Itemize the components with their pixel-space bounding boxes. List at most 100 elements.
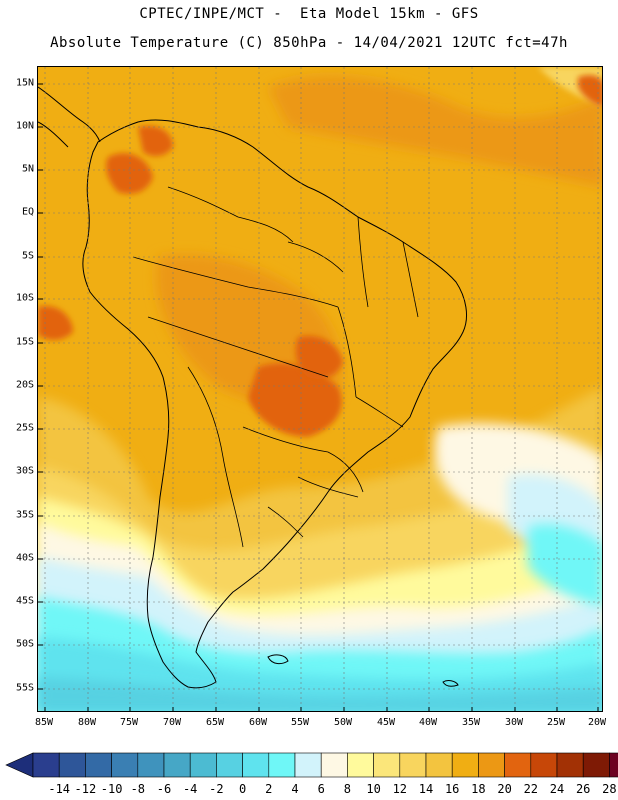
colorbar-swatch bbox=[268, 752, 296, 778]
colorbar-swatch bbox=[294, 752, 322, 778]
colorbar-swatch bbox=[530, 752, 558, 778]
colorbar-tick-label: 2 bbox=[265, 782, 273, 796]
lat-label: 50S bbox=[15, 638, 34, 650]
colorbar-swatch bbox=[111, 752, 139, 778]
colorbar-tick-label: 6 bbox=[317, 782, 325, 796]
colorbar-tick-label: 20 bbox=[497, 782, 512, 796]
lon-label: 45W bbox=[376, 717, 396, 728]
lat-label: EQ bbox=[21, 206, 34, 218]
colorbar-swatch bbox=[425, 752, 453, 778]
lat-label: 15S bbox=[15, 336, 34, 348]
lon-label: 70W bbox=[162, 717, 182, 728]
teal-band bbox=[38, 677, 602, 711]
south-america-coastline bbox=[82, 119, 467, 689]
lat-label: 15N bbox=[15, 77, 34, 89]
colorbar-tick-label: -6 bbox=[156, 782, 172, 796]
colorbar-swatch bbox=[399, 752, 427, 778]
colorbar-tick-label: -12 bbox=[74, 782, 97, 796]
colorbar-swatch bbox=[242, 752, 270, 778]
lon-label: 50W bbox=[333, 717, 353, 728]
south-georgia bbox=[442, 680, 459, 687]
country-border bbox=[337, 306, 357, 398]
colorbar-tick-label: 22 bbox=[523, 782, 539, 796]
colorbar-tick-label: -14 bbox=[48, 782, 71, 796]
colorbar-swatch bbox=[320, 752, 348, 778]
colorbar-swatch bbox=[582, 752, 610, 778]
temperature-field bbox=[38, 67, 602, 711]
central-america-coastline bbox=[38, 86, 101, 148]
colombia-hot bbox=[106, 153, 153, 194]
country-border bbox=[297, 476, 359, 498]
lon-label: 60W bbox=[248, 717, 268, 728]
colorbar-tick-label: 24 bbox=[549, 782, 565, 796]
colorbar-swatch bbox=[32, 752, 60, 778]
colorbar-swatch bbox=[189, 752, 217, 778]
lat-label: 45S bbox=[15, 595, 34, 607]
lon-label: 65W bbox=[205, 717, 225, 728]
colorbar-tick-label: 14 bbox=[418, 782, 434, 796]
lat-label: 55S bbox=[15, 682, 34, 694]
colorbar-swatch bbox=[504, 752, 532, 778]
pacific-hot bbox=[38, 306, 73, 340]
colorbar-swatch bbox=[609, 752, 618, 778]
country-border bbox=[355, 396, 404, 428]
country-border bbox=[242, 426, 364, 493]
atlantic-aqua-patch bbox=[528, 524, 602, 607]
lon-label: 30W bbox=[504, 717, 524, 728]
colorbar-tick-label: -4 bbox=[182, 782, 198, 796]
colorbar-tick-label: 0 bbox=[238, 782, 247, 796]
lon-label: 35W bbox=[461, 717, 481, 728]
lon-label: 25W bbox=[546, 717, 566, 728]
lat-lon-grid bbox=[38, 67, 602, 711]
country-border bbox=[357, 216, 369, 308]
country-border bbox=[287, 241, 344, 273]
colorbar-swatch bbox=[85, 752, 112, 778]
colorbar-swatch bbox=[478, 752, 505, 778]
lon-label: 55W bbox=[290, 717, 310, 728]
colorbar-tick-label: 4 bbox=[291, 782, 299, 796]
lon-label: 85W bbox=[34, 717, 54, 728]
lon-label: 75W bbox=[119, 717, 139, 728]
lat-label: 25S bbox=[15, 422, 34, 434]
colorbar-tick-label: 18 bbox=[471, 782, 486, 796]
central-hot bbox=[248, 363, 342, 437]
atlantic-warm-swirl bbox=[268, 76, 602, 187]
temperature-map bbox=[37, 66, 603, 712]
colorbar-tick-label: -10 bbox=[100, 782, 123, 796]
colorbar-tick-label: 12 bbox=[392, 782, 408, 796]
map-subtitle: Absolute Temperature (C) 850hPa - 14/04/… bbox=[50, 35, 568, 51]
colorbar-tick-label: 8 bbox=[343, 782, 352, 796]
country-border bbox=[402, 241, 419, 318]
country-border bbox=[267, 506, 304, 538]
colorbar-swatch bbox=[347, 752, 374, 778]
colorbar-swatch bbox=[58, 752, 86, 778]
lat-label: 40S bbox=[15, 552, 34, 564]
mato-grosso-hot bbox=[295, 335, 343, 379]
colorbar-tick-label: 10 bbox=[366, 782, 381, 796]
lat-label: 10N bbox=[15, 120, 34, 132]
colorbar-tick-label: 26 bbox=[575, 782, 591, 796]
country-border bbox=[187, 366, 244, 548]
colorbar-tick-label: 28 bbox=[602, 782, 617, 796]
colorbar-swatch bbox=[556, 752, 584, 778]
colorbar-tick-label: -8 bbox=[130, 782, 146, 796]
lon-label: 40W bbox=[418, 717, 438, 728]
colorbar-swatch bbox=[137, 752, 165, 778]
lat-label: 30S bbox=[15, 465, 34, 477]
map-title: CPTEC/INPE/MCT - Eta Model 15km - GFS bbox=[139, 6, 479, 22]
lat-label: 5N bbox=[21, 163, 34, 175]
colorbar-swatch bbox=[163, 752, 191, 778]
lat-label: 10S bbox=[15, 292, 34, 304]
colorbar-swatch bbox=[216, 752, 243, 778]
lon-label: 80W bbox=[77, 717, 97, 728]
lat-label: 5S bbox=[21, 250, 34, 262]
colorbar-swatch bbox=[373, 752, 401, 778]
colorbar-swatch bbox=[451, 752, 479, 778]
lon-label: 20W bbox=[587, 717, 607, 728]
lat-label: 20S bbox=[15, 379, 34, 391]
lat-label: 35S bbox=[15, 509, 34, 521]
falkland-islands bbox=[267, 654, 289, 665]
colorbar-tick-label: 16 bbox=[444, 782, 460, 796]
temperature-shading bbox=[38, 67, 602, 711]
venezuela-hot bbox=[138, 125, 173, 157]
